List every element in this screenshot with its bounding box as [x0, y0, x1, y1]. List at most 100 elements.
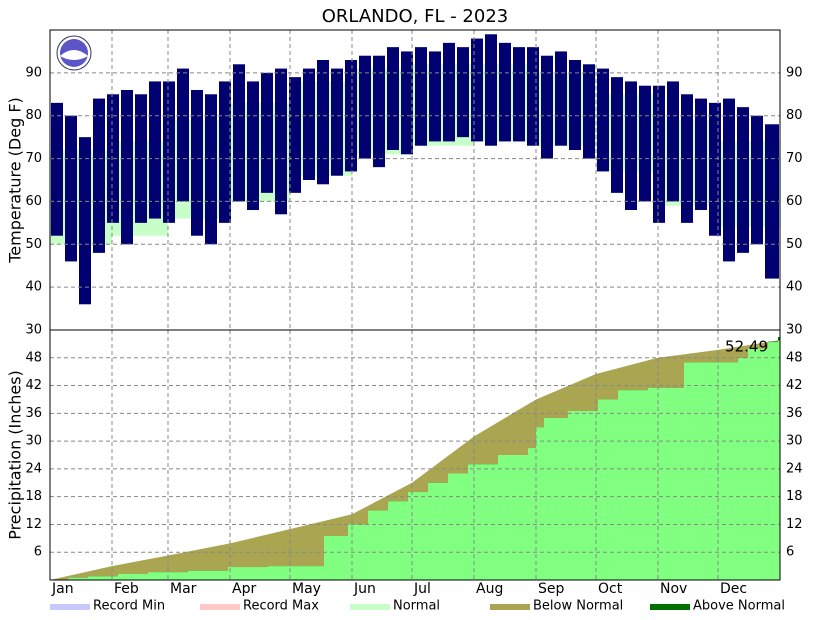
y-tick-label: 50: [25, 237, 42, 252]
legend-label: Below Normal: [533, 599, 623, 614]
temp-range-bar: [611, 77, 623, 193]
y-tick-label: 18: [25, 489, 42, 504]
observed-precip: [684, 362, 738, 580]
y-tick-label: 18: [786, 489, 803, 504]
temp-range-bar: [709, 102, 721, 236]
temp-range-bar: [457, 47, 469, 138]
x-tick-label: Sep: [538, 581, 565, 597]
y-tick-label: 48: [25, 350, 42, 365]
observed-precip: [536, 427, 544, 580]
observed-precip: [68, 577, 88, 580]
temp-range-bar: [443, 42, 455, 142]
temp-range-bar: [275, 68, 287, 215]
observed-precip: [528, 448, 536, 580]
observed-precip: [648, 387, 684, 580]
y-tick-label: 60: [25, 194, 42, 209]
observed-precip: [768, 342, 778, 580]
x-tick-label: Jul: [413, 581, 431, 597]
temp-range-bar: [415, 47, 427, 146]
x-tick-label: Aug: [476, 581, 503, 597]
observed-precip: [188, 570, 228, 580]
observed-precip: [408, 492, 428, 580]
y-axis-title: Temperature (Deg F): [6, 97, 25, 264]
observed-precip: [498, 455, 528, 580]
y-tick-label: 90: [25, 65, 42, 80]
observed-precip: [118, 573, 148, 580]
y-tick-label: 36: [25, 406, 42, 421]
y-tick-label: 12: [25, 517, 42, 532]
temp-range-bar: [723, 98, 735, 262]
y-tick-label: 40: [786, 280, 803, 295]
y-tick-label: 30: [25, 323, 42, 338]
temp-range-bar: [639, 85, 651, 202]
temp-range-bar: [65, 115, 77, 262]
y-tick-label: 50: [786, 237, 803, 252]
temp-range-bar: [191, 90, 203, 236]
temp-range-bar: [163, 81, 175, 223]
legend-swatch: [50, 604, 90, 610]
y-tick-label: 80: [786, 108, 803, 123]
temp-range-bar: [569, 60, 581, 150]
observed-precip: [368, 510, 388, 580]
temp-range-bar: [373, 55, 385, 168]
total-label: 52.49: [725, 337, 768, 355]
y-tick-label: 12: [786, 517, 803, 532]
observed-precip: [468, 464, 498, 580]
observed-precip: [568, 411, 598, 580]
observed-precip: [428, 482, 448, 580]
temp-range-bar: [205, 94, 217, 245]
temp-range-bar: [247, 81, 259, 210]
temp-range-bar: [429, 51, 441, 142]
x-tick-label: Apr: [232, 581, 256, 597]
y-tick-label: 36: [786, 406, 803, 421]
y-axis-title: Precipitation (Inches): [6, 370, 25, 540]
temp-range-bar: [625, 81, 637, 210]
y-tick-label: 24: [786, 461, 803, 476]
temp-range-bar: [289, 77, 301, 193]
temp-range-bar: [149, 81, 161, 219]
temp-range-bar: [359, 55, 371, 159]
temp-range-bar: [331, 68, 343, 176]
legend-swatch: [350, 604, 390, 610]
temp-range-bar: [583, 64, 595, 159]
observed-precip: [748, 348, 768, 580]
temp-range-bar: [597, 68, 609, 172]
temp-range-bar: [471, 38, 483, 142]
x-tick-label: Jun: [353, 581, 376, 597]
legend-swatch: [200, 604, 240, 610]
observed-precip: [618, 390, 648, 580]
x-tick-label: May: [292, 581, 321, 597]
observed-precip: [268, 566, 324, 580]
temp-range-bar: [401, 51, 413, 155]
legend-label: Record Min: [93, 599, 165, 614]
temp-range-bar: [177, 68, 189, 202]
y-tick-label: 30: [786, 323, 803, 338]
observed-precip: [88, 576, 118, 580]
chart-title: ORLANDO, FL - 2023: [322, 6, 509, 27]
y-tick-label: 6: [786, 545, 794, 560]
temp-range-bar: [303, 68, 315, 180]
legend-label: Record Max: [243, 599, 319, 614]
temp-range-bar: [499, 42, 511, 142]
observed-precip: [228, 567, 268, 580]
legend-label: Normal: [393, 599, 440, 614]
temp-range-bar: [387, 47, 399, 151]
observed-precip: [324, 536, 348, 580]
y-tick-label: 60: [786, 194, 803, 209]
y-tick-label: 24: [25, 461, 42, 476]
x-tick-label: Mar: [170, 581, 197, 597]
observed-precip: [448, 473, 468, 580]
y-tick-label: 80: [25, 108, 42, 123]
y-tick-label: 42: [25, 378, 42, 393]
temp-range-bar: [737, 107, 749, 253]
legend-swatch: [650, 604, 690, 610]
y-tick-label: 90: [786, 65, 803, 80]
y-tick-label: 30: [786, 434, 803, 449]
y-tick-label: 70: [25, 151, 42, 166]
temp-range-bar: [541, 55, 553, 159]
observed-precip: [388, 501, 408, 580]
y-tick-label: 42: [786, 378, 803, 393]
x-tick-label: Jan: [51, 581, 74, 597]
temp-range-bar: [751, 115, 763, 245]
